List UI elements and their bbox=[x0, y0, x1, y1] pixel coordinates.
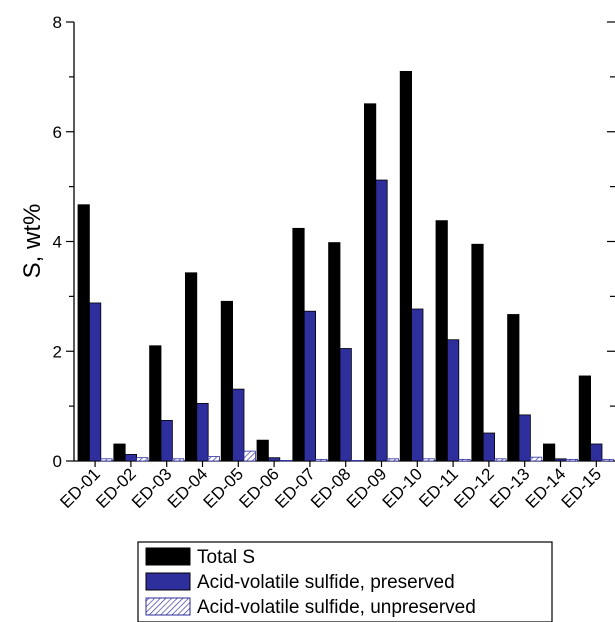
x-tick-label: ED-06 bbox=[235, 464, 283, 512]
bar-avs-unpreserved bbox=[494, 458, 507, 462]
bar-avs-preserved bbox=[411, 308, 424, 462]
y-tick-label: 0 bbox=[53, 452, 62, 471]
bar-total-s bbox=[543, 443, 556, 462]
bar-avs-preserved bbox=[518, 414, 531, 462]
bar-avs-preserved bbox=[554, 458, 567, 462]
bar-avs-unpreserved bbox=[243, 450, 256, 462]
x-tick-label: ED-08 bbox=[307, 464, 355, 512]
bar-avs-preserved bbox=[267, 457, 281, 462]
x-tick-label: ED-07 bbox=[271, 464, 319, 512]
legend: Total S Acid-volatile sulfide, preserved… bbox=[137, 541, 553, 622]
bar-avs-preserved bbox=[339, 348, 352, 462]
x-tick-label: ED-13 bbox=[486, 464, 534, 512]
bar-avs-preserved bbox=[196, 402, 209, 462]
bar-total-s bbox=[149, 345, 162, 462]
bar-avs-preserved bbox=[160, 419, 173, 462]
bar-total-s bbox=[435, 220, 448, 462]
bar-avs-unpreserved bbox=[136, 457, 149, 462]
legend-label-avs-preserved: Acid-volatile sulfide, preserved bbox=[197, 572, 455, 593]
x-tick-label: ED-02 bbox=[92, 464, 140, 512]
bar-avs-preserved bbox=[446, 339, 460, 462]
bar-avs-unpreserved bbox=[458, 458, 471, 462]
bar-avs-preserved bbox=[303, 310, 317, 462]
bar-avs-unpreserved bbox=[350, 460, 364, 462]
x-axis-tick-labels: ED-01ED-02ED-03ED-04ED-05ED-06ED-07ED-08… bbox=[56, 464, 605, 512]
y-tick-label: 2 bbox=[53, 342, 62, 361]
bar-avs-preserved bbox=[482, 432, 496, 462]
y-tick-label: 6 bbox=[53, 123, 62, 142]
x-tick-label: ED-04 bbox=[164, 464, 212, 512]
legend-label-total-s: Total S bbox=[197, 547, 255, 568]
bar-avs-unpreserved bbox=[422, 458, 435, 462]
x-axis-ticks bbox=[94, 461, 597, 467]
bar-total-s bbox=[292, 227, 305, 462]
bar-total-s bbox=[113, 443, 126, 462]
bar-avs-unpreserved bbox=[565, 458, 579, 462]
bar-total-s bbox=[471, 243, 484, 462]
bar-total-s bbox=[220, 300, 233, 462]
bar-avs-preserved bbox=[375, 179, 388, 462]
x-tick-label: ED-03 bbox=[128, 464, 176, 512]
bar-total-s bbox=[578, 375, 592, 462]
bar-avs-preserved bbox=[590, 443, 603, 462]
y-axis-tick-labels: 0 2 4 6 8 bbox=[53, 13, 62, 471]
bar-avs-unpreserved bbox=[100, 458, 113, 462]
bar-total-s bbox=[77, 204, 90, 462]
bar-total-s bbox=[184, 272, 198, 462]
bar-avs-unpreserved bbox=[315, 458, 328, 462]
x-tick-label: ED-12 bbox=[450, 464, 498, 512]
bar-avs-unpreserved bbox=[386, 458, 400, 462]
bar-total-s bbox=[399, 70, 413, 462]
bar-total-s bbox=[328, 242, 341, 462]
x-tick-label: ED-01 bbox=[56, 464, 104, 512]
bar-total-s bbox=[363, 103, 377, 462]
legend-swatch-avs-preserved bbox=[145, 572, 191, 591]
bar-avs-unpreserved bbox=[530, 456, 543, 462]
legend-label-avs-unpreserved: Acid-volatile sulfide, unpreserved bbox=[197, 597, 476, 618]
bar-avs-preserved bbox=[232, 388, 245, 462]
legend-box bbox=[137, 541, 553, 622]
x-tick-label: ED-09 bbox=[343, 464, 391, 512]
x-tick-label: ED-14 bbox=[522, 464, 570, 512]
y-axis-title: S, wt% bbox=[19, 204, 46, 279]
bar-total-s bbox=[256, 439, 269, 462]
bar-avs-unpreserved bbox=[171, 458, 185, 462]
y-tick-label: 8 bbox=[53, 13, 62, 32]
bar-avs-preserved bbox=[89, 302, 102, 462]
bars bbox=[77, 70, 614, 462]
bar-avs-unpreserved bbox=[601, 458, 614, 462]
legend-swatch-total-s bbox=[145, 547, 191, 566]
y-axis-ticks bbox=[66, 21, 615, 462]
x-tick-label: ED-15 bbox=[558, 464, 606, 512]
bar-avs-unpreserved bbox=[207, 456, 220, 462]
bar-avs-preserved bbox=[124, 454, 137, 462]
y-tick-label: 4 bbox=[53, 233, 62, 252]
bar-avs-unpreserved bbox=[279, 460, 292, 462]
x-tick-label: ED-05 bbox=[200, 464, 248, 512]
bar-total-s bbox=[507, 314, 520, 462]
x-tick-label: ED-10 bbox=[379, 464, 427, 512]
legend-swatch-avs-unpreserved bbox=[145, 597, 191, 616]
